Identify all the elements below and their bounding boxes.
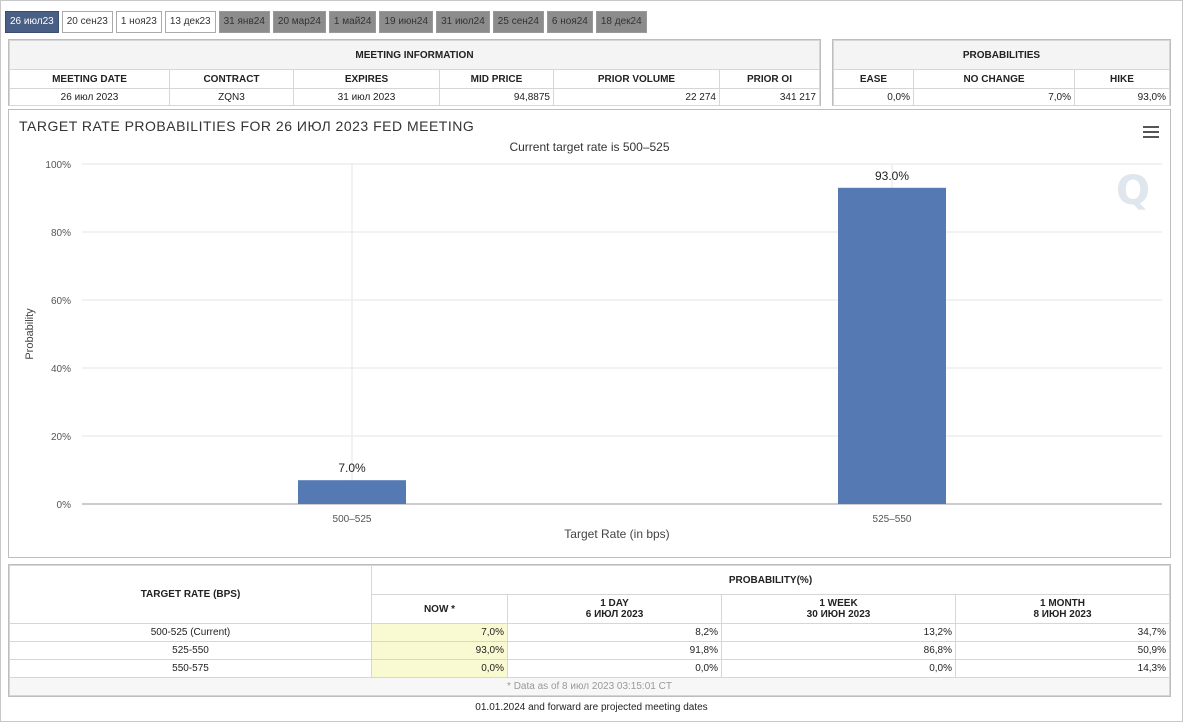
now-cell: 0,0% [371,659,508,678]
col-ease: EASE [833,69,914,89]
col-expires: EXPIRES [293,69,440,89]
y-tick-label: 0% [57,500,72,511]
rate-cell: 550-575 [9,659,372,678]
chart-panel: 0% 20% 40% 60% 80% 100% 7.0% 500–525 93.0% 525–55… [8,109,1171,558]
expires-value: 31 июл 2023 [293,88,440,106]
week-cell: 13,2% [721,623,956,642]
tab-meeting-2[interactable]: 1 ноя23 [115,11,162,33]
tab-meeting-7[interactable]: 19 июн24 [379,11,434,33]
tab-meeting-3[interactable]: 13 дек23 [164,11,216,33]
tab-meeting-0[interactable]: 26 июл23 [5,11,59,33]
probabilities-header: PROBABILITIES [833,40,1170,70]
rate-cell: 525-550 [9,641,372,660]
tab-meeting-8[interactable]: 31 июл24 [436,11,490,33]
target-rate-header: TARGET RATE (BPS) [9,565,372,624]
month-cell: 14,3% [955,659,1170,678]
probabilities-table: PROBABILITIES EASE NO CHANGE HIKE 0,0% 7… [833,40,1170,106]
col-hike: HIKE [1074,69,1170,89]
bar-data-label: 7.0% [338,461,366,475]
week-cell: 86,8% [721,641,956,660]
tab-meeting-10[interactable]: 6 ноя24 [546,11,593,33]
meeting-date-tabs: 26 июл23 20 сен23 1 ноя23 13 дек23 31 ян… [5,11,647,33]
chart-menu-icon[interactable] [1143,126,1159,138]
col-no-change: NO CHANGE [913,69,1075,89]
chart-bars [298,187,946,505]
tab-meeting-9[interactable]: 25 сен24 [492,11,544,33]
tab-meeting-1[interactable]: 20 сен23 [61,11,113,33]
probability-history-panel: TARGET RATE (BPS) PROBABILITY(%) NOW * 1… [8,564,1171,697]
probability-chart: 0% 20% 40% 60% 80% 100% 7.0% 500–525 93.0% 525–55… [24,160,1162,541]
projected-dates-note: 01.01.2024 and forward are projected mee… [475,702,708,713]
col-1-month: 1 MONTH 8 ИЮН 2023 [955,594,1170,624]
col-1-week: 1 WEEK 30 ИЮН 2023 [721,594,956,624]
mid-price-value: 94,8875 [439,88,554,106]
x-tick-label: 525–550 [873,514,912,525]
now-cell: 7,0% [371,623,508,642]
y-tick-label: 60% [51,296,71,307]
table-row: 525-550 93,0% 91,8% 86,8% 50,9% [9,641,1170,660]
col-prior-oi: PRIOR OI [719,69,820,89]
ease-value: 0,0% [833,88,914,106]
no-change-value: 7,0% [913,88,1075,106]
col-contract: CONTRACT [169,69,294,89]
week-cell: 0,0% [721,659,956,678]
day-cell: 91,8% [507,641,722,660]
prior-volume-value: 22 274 [553,88,720,106]
rate-cell: 500-525 (Current) [9,623,372,642]
x-axis-title: Target Rate (in bps) [564,527,669,541]
table-row: 500-525 (Current) 7,0% 8,2% 13,2% 34,7% [9,623,1170,642]
data-timestamp-note: * Data as of 8 июл 2023 03:15:01 CT [9,677,1170,696]
col-now: NOW * [371,594,508,624]
q-logo-icon: Q [1115,168,1150,214]
meeting-info-panel: MEETING INFORMATION MEETING DATE CONTRAC… [8,39,821,106]
bar [838,187,946,505]
x-tick-label: 500–525 [333,514,372,525]
y-tick-label: 20% [51,432,71,443]
probability-header: PROBABILITY(%) [371,565,1170,595]
day-cell: 0,0% [507,659,722,678]
y-tick-label: 80% [51,228,71,239]
meeting-date-value: 26 июл 2023 [9,88,170,106]
tab-meeting-11[interactable]: 18 дек24 [595,11,647,33]
chart-grid [82,163,1162,505]
meeting-info-header: MEETING INFORMATION [9,40,820,70]
chart-labels: 0% 20% 40% 60% 80% 100% 7.0% 500–525 93.0% 525–55… [24,160,912,541]
y-tick-label: 40% [51,364,71,375]
month-cell: 50,9% [955,641,1170,660]
y-tick-label: 100% [45,160,71,171]
chart-subtitle: Current target rate is 500–525 [509,140,670,154]
y-axis-title: Probability [24,308,36,360]
prior-oi-value: 341 217 [719,88,820,106]
col-1-day: 1 DAY 6 ИЮЛ 2023 [507,594,722,624]
probability-history-table: TARGET RATE (BPS) PROBABILITY(%) NOW * 1… [9,565,1170,696]
probabilities-panel: PROBABILITIES EASE NO CHANGE HIKE 0,0% 7… [832,39,1171,106]
bar [298,480,406,504]
hike-value: 93,0% [1074,88,1170,106]
month-cell: 34,7% [955,623,1170,642]
bar-data-label: 93.0% [875,169,909,183]
tab-meeting-5[interactable]: 20 мар24 [272,11,326,33]
chart-title: TARGET RATE PROBABILITIES FOR 26 ИЮЛ 202… [19,118,475,134]
table-row: 550-575 0,0% 0,0% 0,0% 14,3% [9,659,1170,678]
contract-value: ZQN3 [169,88,294,106]
tab-meeting-4[interactable]: 31 янв24 [218,11,270,33]
col-mid-price: MID PRICE [439,69,554,89]
col-meeting-date: MEETING DATE [9,69,170,89]
now-cell: 93,0% [371,641,508,660]
meeting-info-table: MEETING INFORMATION MEETING DATE CONTRAC… [9,40,820,106]
col-prior-volume: PRIOR VOLUME [553,69,720,89]
day-cell: 8,2% [507,623,722,642]
tab-meeting-6[interactable]: 1 май24 [328,11,377,33]
